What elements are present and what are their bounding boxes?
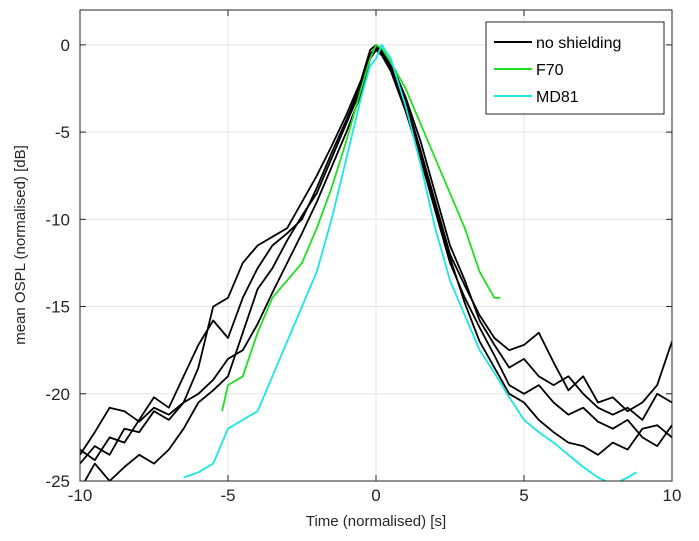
x-tick-label: -5 bbox=[220, 486, 235, 505]
axis-ticks: -10 -5 0 5 10 0 -5 -10 -15 -20 -25 bbox=[45, 10, 681, 505]
y-axis-label: mean OSPL (normalised) [dB] bbox=[12, 145, 29, 345]
legend: no shielding F70 MD81 bbox=[485, 21, 665, 115]
y-tick-label: -15 bbox=[45, 298, 70, 317]
legend-label: no shielding bbox=[536, 35, 621, 52]
series-line-md81 bbox=[183, 44, 637, 481]
legend-label: F70 bbox=[536, 62, 564, 79]
y-tick-label: -5 bbox=[55, 123, 70, 142]
x-tick-label: 0 bbox=[371, 486, 380, 505]
y-tick-label: -20 bbox=[45, 385, 70, 404]
series-line-no-shielding bbox=[80, 47, 672, 462]
series-layer bbox=[80, 44, 672, 481]
legend-label: MD81 bbox=[536, 89, 579, 106]
y-tick-label: -10 bbox=[45, 210, 70, 229]
x-tick-label: 5 bbox=[519, 486, 528, 505]
x-tick-label: -10 bbox=[68, 486, 93, 505]
x-tick-label: 10 bbox=[663, 486, 682, 505]
series-line-f70 bbox=[221, 44, 501, 412]
y-tick-label: -25 bbox=[45, 472, 70, 491]
x-axis-label: Time (normalised) [s] bbox=[306, 513, 446, 530]
y-tick-label: 0 bbox=[61, 36, 70, 55]
